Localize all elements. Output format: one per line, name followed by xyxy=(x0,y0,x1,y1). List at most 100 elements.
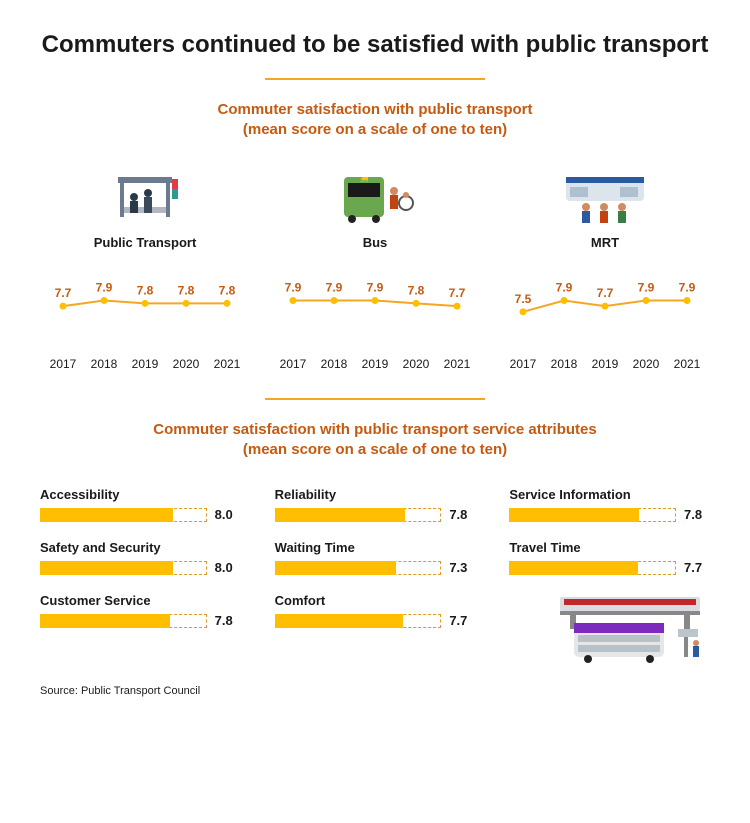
trend-marker xyxy=(413,300,420,307)
trend-year-label: 2017 xyxy=(510,357,537,371)
attribute-item: Waiting Time 7.3 xyxy=(275,540,476,575)
divider-top xyxy=(265,78,485,80)
trend-value-label: 7.7 xyxy=(449,286,466,300)
attribute-label: Accessibility xyxy=(40,487,241,502)
attribute-bar xyxy=(40,561,207,575)
trend-year-label: 2017 xyxy=(280,357,307,371)
trend-marker xyxy=(520,308,527,315)
attribute-bar-fill xyxy=(275,508,405,522)
attribute-value: 7.8 xyxy=(449,507,475,522)
trend-value-label: 7.9 xyxy=(326,281,343,295)
trend-marker xyxy=(684,297,691,304)
attribute-bar-row: 7.8 xyxy=(509,507,710,522)
trend-series-label: Bus xyxy=(363,235,388,250)
trend-year-label: 2021 xyxy=(214,357,241,371)
attribute-value: 7.7 xyxy=(449,613,475,628)
trend-marker xyxy=(290,297,297,304)
trend-value-label: 7.8 xyxy=(219,283,236,297)
trend-marker xyxy=(224,300,231,307)
trend-year-label: 2019 xyxy=(592,357,619,371)
trend-value-label: 7.9 xyxy=(556,281,573,295)
attribute-item: Travel Time 7.7 xyxy=(509,540,710,575)
attribute-item: Safety and Security 8.0 xyxy=(40,540,241,575)
attribute-item: Customer Service 7.8 xyxy=(40,593,241,663)
trend-year-label: 2020 xyxy=(633,357,660,371)
attribute-value: 8.0 xyxy=(215,560,241,575)
trend-marker xyxy=(101,297,108,304)
divider-mid xyxy=(265,398,485,400)
trend-year-label: 2018 xyxy=(91,357,118,371)
trend-year-label: 2018 xyxy=(321,357,348,371)
trend-year-label: 2021 xyxy=(444,357,471,371)
attribute-item: Service Information 7.8 xyxy=(509,487,710,522)
attribute-item: Reliability 7.8 xyxy=(275,487,476,522)
trend-marker xyxy=(643,297,650,304)
attribute-bar xyxy=(275,561,442,575)
bus-icon: 126 xyxy=(330,167,420,227)
attribute-label: Comfort xyxy=(275,593,476,608)
section2-title: Commuter satisfaction with public transp… xyxy=(40,420,710,459)
trend-value-label: 7.8 xyxy=(137,283,154,297)
attribute-item: Comfort 7.7 xyxy=(275,593,476,663)
trend-value-label: 7.9 xyxy=(96,281,113,295)
trend-value-label: 7.9 xyxy=(679,281,696,295)
attribute-bar xyxy=(40,508,207,522)
bus-stop-icon xyxy=(100,167,190,227)
trend-line-chart: 7.57.97.77.97.9 20172018201920202021 xyxy=(500,264,710,374)
attribute-bar-fill xyxy=(509,508,639,522)
attribute-label: Customer Service xyxy=(40,593,241,608)
trend-charts-row: Public Transport 7.7 7.9 7.8 7.8 7.8 2017 201… xyxy=(40,167,710,374)
trend-year-label: 2020 xyxy=(403,357,430,371)
transport-illustration xyxy=(509,593,710,663)
trend-value-label: 7.5 xyxy=(515,292,532,306)
attribute-label: Reliability xyxy=(275,487,476,502)
trend-year-label: 2019 xyxy=(362,357,389,371)
attribute-value: 7.7 xyxy=(684,560,710,575)
attribute-bar-row: 7.7 xyxy=(275,613,476,628)
attribute-bar-row: 8.0 xyxy=(40,560,241,575)
attribute-bar-row: 7.8 xyxy=(275,507,476,522)
trend-year-label: 2018 xyxy=(551,357,578,371)
attribute-bar xyxy=(275,508,442,522)
trend-marker xyxy=(602,303,609,310)
attribute-bar-fill xyxy=(40,561,173,575)
attribute-bar-row: 8.0 xyxy=(40,507,241,522)
trend-series-label: Public Transport xyxy=(94,235,197,250)
attribute-bar-fill xyxy=(509,561,637,575)
attribute-label: Safety and Security xyxy=(40,540,241,555)
trend-value-label: 7.9 xyxy=(638,281,655,295)
mrt-icon xyxy=(560,167,650,227)
trend-column: MRT 7.57.97.77.97.9 20172018201920202021 xyxy=(500,167,710,374)
trend-value-label: 7.8 xyxy=(178,283,195,297)
trend-value-label: 7.7 xyxy=(55,286,72,300)
trend-column: 126 Bus 7.9 7.9 7.9 7.8 7.7 2017 2018 2019 2020… xyxy=(270,167,480,374)
trend-value-label: 7.9 xyxy=(285,281,302,295)
svg-text:126: 126 xyxy=(360,178,369,184)
attribute-bar-fill xyxy=(275,614,403,628)
page-title: Commuters continued to be satisfied with… xyxy=(40,30,710,60)
attribute-item: Accessibility 8.0 xyxy=(40,487,241,522)
attributes-grid: Accessibility 8.0 Reliability 7.8 Servic… xyxy=(40,487,710,663)
trend-column: Public Transport 7.77.97.87.87.8 2017201… xyxy=(40,167,250,374)
attribute-bar-row: 7.7 xyxy=(509,560,710,575)
section1-title: Commuter satisfaction with public transp… xyxy=(40,100,710,139)
trend-year-label: 2021 xyxy=(674,357,701,371)
attribute-value: 8.0 xyxy=(215,507,241,522)
attribute-bar-fill xyxy=(275,561,397,575)
trend-marker xyxy=(331,297,338,304)
attribute-value: 7.8 xyxy=(684,507,710,522)
trend-line-chart: 7.77.97.87.87.8 20172018201920202021 xyxy=(40,264,250,374)
trend-line-chart: 7.9 7.9 7.9 7.8 7.7 2017 2018 2019 2020 2021 xyxy=(270,264,480,374)
attribute-bar-fill xyxy=(40,508,173,522)
attribute-bar-row: 7.3 xyxy=(275,560,476,575)
source-text: Source: Public Transport Council xyxy=(40,685,710,697)
trend-year-label: 2020 xyxy=(173,357,200,371)
attribute-label: Travel Time xyxy=(509,540,710,555)
trend-marker xyxy=(142,300,149,307)
attribute-label: Waiting Time xyxy=(275,540,476,555)
trend-value-label: 7.9 xyxy=(367,281,384,295)
trend-value-label: 7.8 xyxy=(408,283,425,297)
trend-marker xyxy=(372,297,379,304)
attribute-bar xyxy=(275,614,442,628)
attribute-bar xyxy=(509,561,676,575)
